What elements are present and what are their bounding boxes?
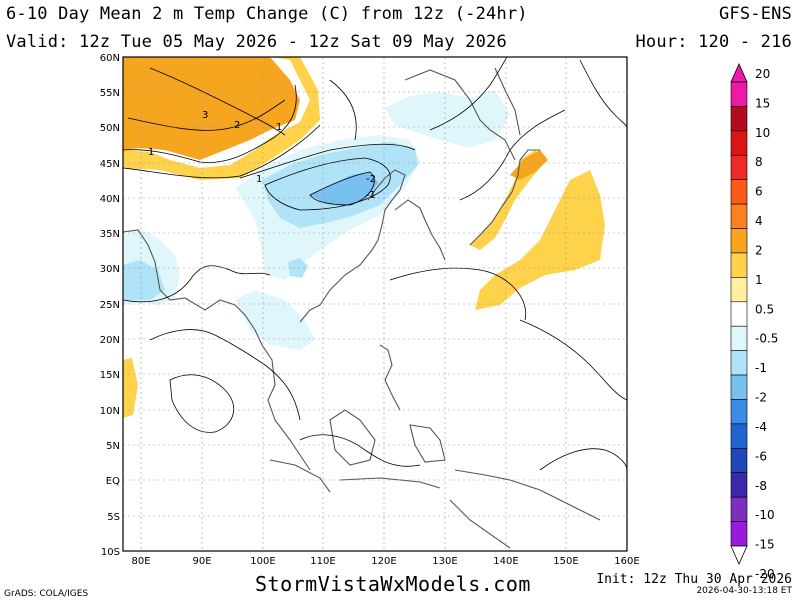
contour-label-2: 2 (234, 120, 240, 131)
lat-label: 25N (100, 300, 120, 311)
gridlines (123, 57, 627, 551)
lon-label: 140E (493, 556, 518, 567)
valid-period: Valid: 12z Tue 05 May 2026 - 12z Sat 09 … (6, 32, 507, 52)
lat-label: 35N (100, 229, 120, 240)
colorbar-label: -20 (755, 567, 775, 581)
lat-label: 10S (101, 547, 120, 558)
colorbar: 20 15 10 8 6 4 2 1 0.5 -0.5 -1 -2 -4 -6 -8 -10 -15 -20 (730, 63, 778, 581)
grads-credit: GrADS: COLA/IGES (4, 589, 89, 599)
lat-label: 40N (100, 194, 120, 205)
contour-label-1a: 1 (276, 122, 282, 133)
colorbar-swatch (730, 496, 748, 522)
colorbar-label: -4 (755, 420, 767, 434)
colorbar-swatch (730, 521, 748, 547)
colorbar-label: 2 (755, 243, 763, 257)
lat-label: 5N (106, 441, 120, 452)
colorbar-swatch (730, 203, 748, 229)
colorbar-swatch (730, 81, 748, 107)
colorbar-swatch (730, 179, 748, 205)
lon-label: 150E (553, 556, 578, 567)
colorbar-label: -1 (755, 361, 767, 375)
colorbar-swatch (730, 301, 748, 327)
colorbar-swatch (730, 325, 748, 351)
warm-anomaly-pacific (475, 170, 605, 310)
colorbar-label: 10 (755, 126, 770, 140)
cool-anomaly-manchuria (385, 90, 510, 148)
lat-label: 20N (100, 335, 120, 346)
map-frame (122, 56, 628, 552)
model-name: GFS-ENS (718, 4, 792, 24)
contour-label-1b: 1 (148, 147, 154, 158)
lat-label: 10N (100, 406, 120, 417)
lon-label: 130E (432, 556, 457, 567)
colorbar-label: -2 (755, 391, 767, 405)
colorbar-swatch (730, 448, 748, 474)
colorbar-swatch (730, 228, 748, 254)
colorbar-label: -8 (755, 479, 767, 493)
cool-anomaly-indochina (235, 290, 315, 350)
colorbar-top-arrow (730, 63, 748, 83)
lat-label: EQ (106, 476, 120, 487)
warm-anomaly-india-south (123, 358, 138, 418)
colorbar-label: 0.5 (755, 302, 774, 316)
cool-anomaly-darkblue-core (310, 172, 378, 205)
colorbar-label: 6 (755, 185, 763, 199)
init-time: Init: 12z Thu 30 Apr 2026 (596, 572, 792, 587)
colorbar-label: 4 (755, 214, 763, 228)
lat-label: 15N (100, 370, 120, 381)
lon-label: 90E (192, 556, 211, 567)
lat-label: 60N (100, 53, 120, 64)
colorbar-label: -0.5 (755, 332, 778, 346)
colorbar-label: 1 (755, 273, 763, 287)
colorbar-label: 8 (755, 155, 763, 169)
colorbar-label: 20 (755, 67, 770, 81)
lon-label: 100E (250, 556, 275, 567)
colorbar-label: -10 (755, 508, 775, 522)
timestamp: 2026-04-30-13:18 ET (696, 586, 792, 596)
colorbar-swatch (730, 252, 748, 278)
warm-anomaly-orange-northwest (123, 57, 300, 160)
colorbar-swatch (730, 423, 748, 449)
colorbar-swatch (730, 277, 748, 303)
lon-label: 160E (614, 556, 639, 567)
forecast-hours: Hour: 120 - 216 (635, 32, 792, 52)
colorbar-bottom-arrow (730, 545, 748, 565)
contour-label-neg1: -1 (366, 190, 376, 201)
lat-label: 30N (100, 264, 120, 275)
lon-label: 120E (371, 556, 396, 567)
colorbar-swatch (730, 374, 748, 400)
lon-label: 110E (310, 556, 335, 567)
cool-anomaly-india-darker (123, 260, 165, 300)
lat-label: 5S (107, 512, 120, 523)
contour-lines (123, 57, 627, 471)
colorbar-label: -15 (755, 538, 775, 552)
contour-label-1c: 1 (256, 174, 262, 185)
map-title: 6-10 Day Mean 2 m Temp Change (C) from 1… (6, 4, 528, 24)
colorbar-label: -6 (755, 449, 767, 463)
warm-anomaly-yellow-northwest (123, 57, 320, 180)
colorbar-swatch (730, 154, 748, 180)
site-credit: StormVistaWxModels.com (255, 572, 531, 596)
colorbar-swatch (730, 350, 748, 376)
lon-label: 80E (131, 556, 150, 567)
colorbar-swatch (730, 130, 748, 156)
lat-label: 50N (100, 123, 120, 134)
colorbar-swatch (730, 106, 748, 132)
colorbar-swatch (730, 399, 748, 425)
warm-anomaly-japan-orange (510, 150, 548, 180)
colorbar-label: 15 (755, 96, 770, 110)
contour-label-3: 3 (202, 110, 208, 121)
colorbar-swatch (730, 472, 748, 498)
contour-label-neg2: -2 (366, 174, 376, 185)
coastlines (123, 67, 601, 549)
lat-label: 55N (100, 88, 120, 99)
lat-label: 45N (100, 159, 120, 170)
